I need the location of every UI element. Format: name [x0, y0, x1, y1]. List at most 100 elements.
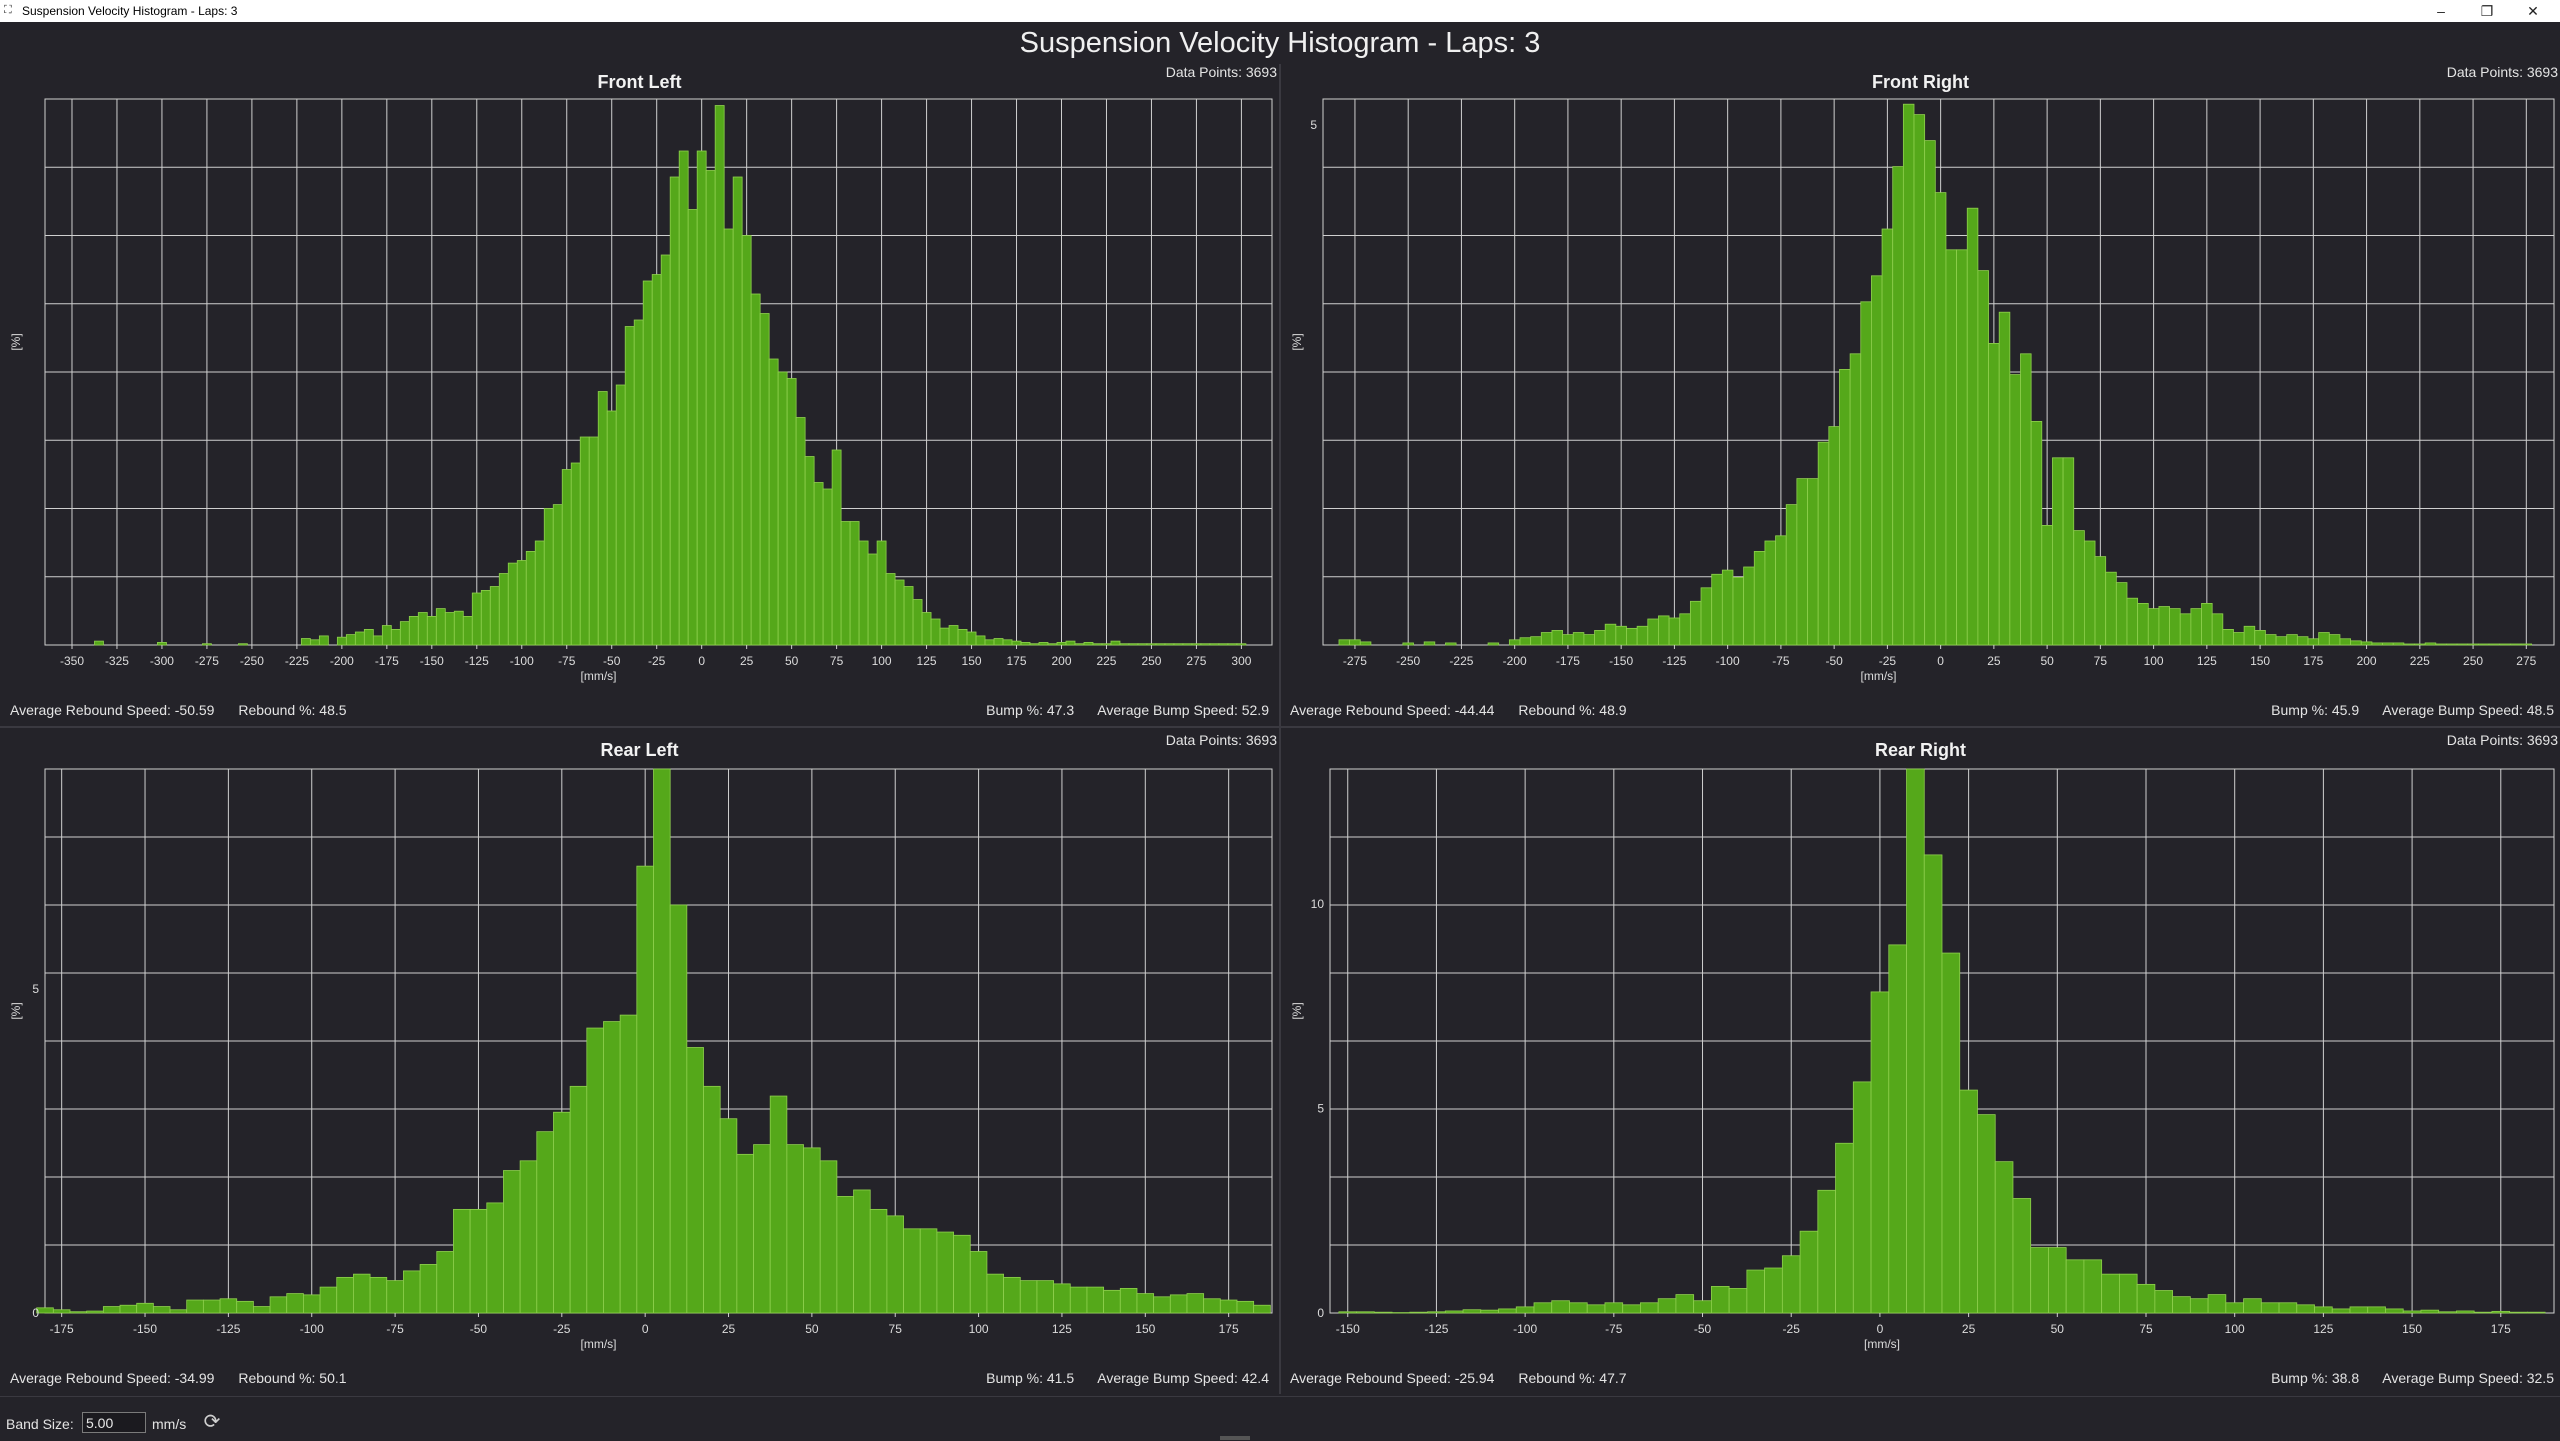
- histogram-bar: [723, 228, 734, 646]
- histogram-bar: [1003, 1276, 1021, 1314]
- x-tick-label: 200: [2357, 654, 2377, 668]
- x-tick-label: -150: [1609, 654, 1633, 668]
- histogram-bar: [1998, 311, 2011, 646]
- y-tick-label: 10: [1311, 897, 1325, 911]
- avg-bump-speed: Average Bump Speed: 48.5: [2382, 702, 2554, 718]
- histogram-bar: [353, 1273, 371, 1314]
- histogram-bar: [606, 410, 617, 646]
- histogram-bar: [519, 1160, 538, 1314]
- histogram-bar: [570, 462, 581, 646]
- histogram-bar: [2509, 1311, 2528, 1314]
- histogram-bar: [1743, 566, 1755, 646]
- histogram-bar: [2041, 524, 2053, 646]
- histogram-bar: [1011, 640, 1022, 646]
- histogram-bar: [381, 625, 392, 646]
- x-tick-label: -75: [1772, 654, 1790, 668]
- x-tick-label: -150: [1336, 1322, 1360, 1336]
- close-button[interactable]: ✕: [2527, 3, 2539, 19]
- histogram-bar: [653, 768, 671, 1314]
- histogram-bar: [1657, 1298, 1677, 1314]
- avg-bump-speed: Average Bump Speed: 42.4: [1097, 1370, 1269, 1386]
- restore-button[interactable]: ❐: [2480, 3, 2494, 19]
- histogram-bar: [1173, 643, 1184, 646]
- avg-rebound-speed: Average Rebound Speed: -34.99: [10, 1370, 215, 1386]
- histogram-bar: [2062, 457, 2075, 646]
- histogram-bar: [1236, 1300, 1255, 1314]
- histogram-bar: [803, 1147, 821, 1314]
- x-tick-label: 250: [1141, 654, 1161, 668]
- histogram-bar: [2473, 1311, 2493, 1314]
- histogram-bar: [1828, 426, 1840, 646]
- panel-divider-horizontal: [0, 726, 2560, 728]
- histogram-bar: [1636, 625, 1649, 646]
- histogram-bar: [1572, 632, 1585, 646]
- x-tick-label: 0: [1877, 1322, 1884, 1336]
- histogram-bar: [86, 1310, 104, 1314]
- histogram-bar: [687, 209, 698, 646]
- histogram-bar: [1721, 569, 1734, 646]
- rebound-stats: Average Rebound Speed: -44.44 Rebound %:…: [1290, 702, 1647, 718]
- histogram-bar: [759, 313, 770, 646]
- histogram-bar: [1888, 944, 1907, 1314]
- histogram-bar: [1728, 1288, 1748, 1314]
- rebound-percent: Rebound %: 48.5: [238, 702, 347, 718]
- histogram-bar: [1852, 1081, 1872, 1314]
- histogram-bar: [1169, 1294, 1188, 1314]
- histogram-bar: [1764, 1267, 1783, 1314]
- histogram-bar: [503, 1170, 521, 1314]
- rebound-percent: Rebound %: 47.7: [1518, 1370, 1627, 1386]
- histogram-bar: [303, 1294, 321, 1314]
- histogram-bar: [2118, 1273, 2138, 1314]
- histogram-bar: [1551, 1300, 1570, 1314]
- histogram-bar: [624, 326, 635, 646]
- histogram-bar: [2052, 457, 2064, 646]
- histogram-bar: [480, 590, 491, 646]
- histogram-bar: [588, 436, 599, 646]
- histogram-bar: [1530, 636, 1542, 646]
- bump-stats: Bump %: 38.8 Average Bump Speed: 32.5: [2271, 1370, 2554, 1386]
- x-tick-label: 50: [805, 1322, 819, 1336]
- histogram-bar: [1753, 550, 1766, 646]
- histogram-bar: [2243, 625, 2256, 646]
- histogram-bar: [1906, 768, 1925, 1314]
- histogram-bar: [1817, 441, 1830, 646]
- x-tick-label: -125: [465, 654, 489, 668]
- x-tick-label: 175: [1219, 1322, 1239, 1336]
- histogram-bar: [1423, 641, 1436, 646]
- histogram-bar: [561, 469, 572, 646]
- histogram-bar: [1391, 1312, 1411, 1314]
- x-tick-label: 200: [1051, 654, 1071, 668]
- panel-rear-right: Rear Right Data Points: 3693 -150 -125 -10…: [1281, 732, 2560, 1394]
- refresh-icon[interactable]: ⟳: [203, 1411, 221, 1433]
- histogram-bar: [948, 625, 959, 646]
- x-tick-label: 25: [740, 654, 754, 668]
- histogram-bar: [1923, 854, 1943, 1314]
- histogram-bar: [1086, 1286, 1105, 1314]
- histogram-bar: [435, 608, 446, 646]
- histogram-bar: [52, 1309, 71, 1314]
- histogram-bar: [1519, 637, 1532, 646]
- panel-front-left: Front Left Data Points: 3693 -350 -325 -30…: [0, 64, 1279, 726]
- band-size-input[interactable]: [82, 1412, 146, 1433]
- band-size-label: Band Size:: [6, 1416, 74, 1432]
- histogram-bar: [1710, 1286, 1730, 1314]
- histogram-bar: [903, 586, 914, 646]
- histogram-bar: [732, 176, 743, 646]
- histogram-bar: [869, 1208, 888, 1314]
- x-tick-label: 0: [1937, 654, 1944, 668]
- x-tick-label: 75: [2139, 1322, 2153, 1336]
- histogram-bar: [2260, 1302, 2280, 1314]
- histogram-bar: [1675, 1294, 1695, 1314]
- x-tick-label: 75: [2094, 654, 2108, 668]
- histogram-bar: [1799, 1230, 1819, 1314]
- histogram-bar: [615, 384, 626, 646]
- histogram-bar: [636, 865, 654, 1314]
- histogram-bar: [1849, 353, 1862, 646]
- x-tick-label: -250: [1396, 654, 1420, 668]
- histogram-bar: [2207, 1294, 2227, 1314]
- histogram-bar: [1186, 1293, 1205, 1314]
- histogram-bar: [2189, 1298, 2209, 1314]
- x-tick-label: -25: [648, 654, 666, 668]
- minimize-button[interactable]: –: [2437, 3, 2445, 19]
- histogram-bar: [1402, 642, 1414, 646]
